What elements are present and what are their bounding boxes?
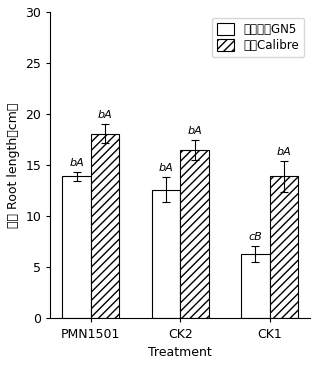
Y-axis label: 根长 Root length（cm）: 根长 Root length（cm） — [7, 102, 20, 228]
Legend: 紫花苹蓿GN5, 燕麦Calibre: 紫花苹蓿GN5, 燕麦Calibre — [212, 18, 304, 57]
Text: bA: bA — [158, 163, 173, 173]
Bar — [241, 254, 270, 318]
Text: bA: bA — [69, 158, 84, 168]
Text: cB: cB — [249, 232, 262, 242]
Bar — [91, 134, 120, 318]
Bar — [180, 150, 209, 318]
X-axis label: Treatment: Treatment — [148, 346, 212, 359]
Bar — [270, 176, 298, 318]
Text: bA: bA — [187, 126, 202, 135]
Text: bA: bA — [276, 147, 291, 157]
Bar — [152, 190, 180, 318]
Bar — [62, 176, 91, 318]
Text: bA: bA — [98, 110, 113, 120]
